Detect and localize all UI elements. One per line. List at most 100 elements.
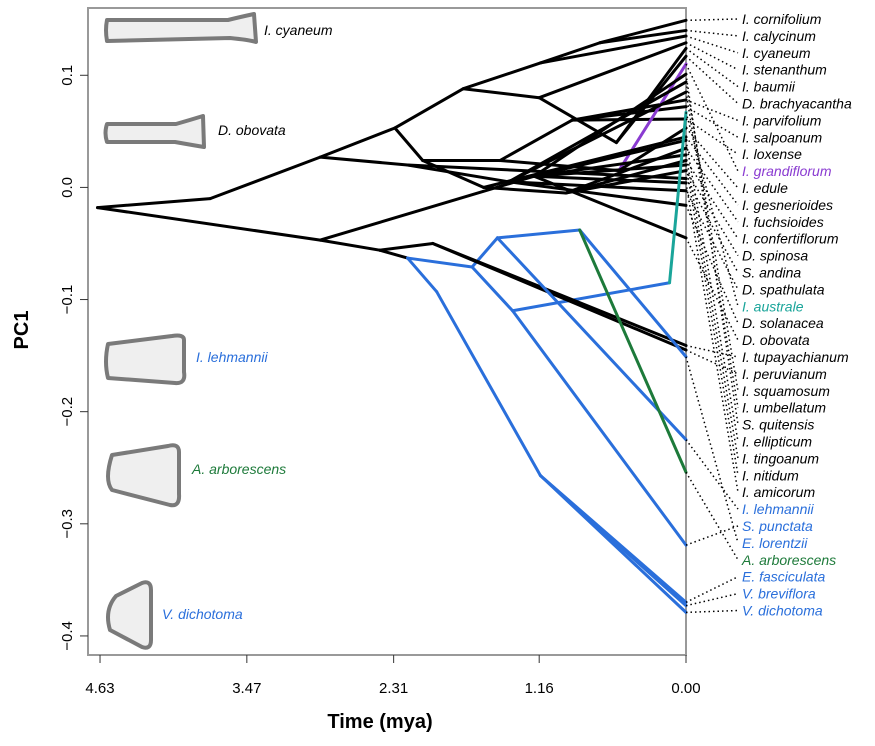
branch	[511, 281, 672, 313]
tip-label: I. gesnerioides	[742, 197, 833, 213]
annotation: I. cyaneum	[264, 22, 333, 38]
x-tick-label: 2.31	[379, 680, 408, 697]
tip-connector	[685, 35, 739, 54]
tip-label: I. lehmannii	[742, 501, 814, 517]
branch	[378, 248, 410, 260]
tip-label: I. amicorum	[742, 484, 815, 500]
shape-icon	[104, 333, 187, 386]
branch	[537, 41, 688, 100]
branch	[495, 236, 688, 442]
annotation: A. arborescens	[191, 461, 286, 477]
branch	[393, 87, 465, 130]
branch	[318, 126, 397, 159]
branch	[431, 241, 688, 352]
tip-connector	[685, 576, 739, 603]
tip-label: I. cyaneum	[742, 45, 811, 61]
branch	[668, 110, 688, 285]
branch	[378, 241, 435, 252]
branch	[507, 180, 688, 193]
tip-label: I. tingoanum	[742, 450, 819, 466]
annotation: D. obovata	[218, 122, 286, 138]
x-tick-label: 4.63	[85, 680, 114, 697]
y-tick-label: 0.1	[59, 65, 76, 86]
tip-label: D. spinosa	[742, 248, 808, 264]
branch	[318, 174, 536, 242]
tip-connector	[685, 170, 739, 256]
shape-icon	[106, 580, 153, 650]
tip-label: I. calycinum	[742, 28, 816, 44]
tip-label: A. arborescens	[741, 552, 836, 568]
y-axis-title: PC1	[11, 311, 33, 350]
branch	[532, 138, 688, 178]
branch	[393, 126, 425, 162]
x-tick-label: 1.16	[525, 680, 554, 697]
branch	[461, 61, 542, 91]
tip-label: D. obovata	[742, 332, 810, 348]
tip-label: S. punctata	[742, 518, 813, 534]
tip-connector	[685, 190, 739, 290]
tip-label: I. baumii	[742, 79, 796, 95]
branch	[532, 163, 688, 178]
tip-label: E. lorentzii	[742, 535, 808, 551]
branch	[470, 265, 515, 313]
tip-label: I. stenanthum	[742, 62, 827, 78]
branch	[511, 309, 688, 547]
tip-label: I. edule	[742, 180, 788, 196]
tip-connector	[685, 471, 739, 561]
tip-connector	[685, 118, 739, 155]
tip-connector	[685, 182, 739, 493]
branch	[598, 18, 688, 45]
tip-label: D. solanacea	[742, 315, 824, 331]
shape-icon	[103, 114, 206, 149]
tip-connector	[685, 47, 739, 88]
tip-label: I. cornifolium	[742, 11, 822, 27]
branch	[614, 54, 688, 145]
tip-connector	[685, 439, 739, 510]
tip-connector	[685, 205, 739, 324]
shape-icon	[106, 443, 182, 508]
tip-label: I. umbellatum	[742, 400, 826, 416]
branch	[507, 180, 688, 207]
y-tick-label: 0.0	[59, 177, 76, 198]
tip-connector	[685, 140, 739, 442]
tip-connector	[685, 29, 739, 37]
tip-connector	[685, 91, 739, 408]
branch	[578, 228, 688, 359]
branch	[598, 28, 688, 45]
tip-connector	[685, 106, 739, 138]
branch	[498, 118, 574, 162]
tip-label: I. peruvianum	[742, 366, 827, 382]
y-tick-label: −0.3	[59, 509, 76, 539]
tip-label: I. nitidum	[742, 467, 799, 483]
tip-label: I. confertiflorum	[742, 231, 839, 247]
branch	[578, 228, 688, 474]
shape-icon	[104, 12, 258, 44]
x-tick-label: 3.47	[232, 680, 261, 697]
x-axis-title: Time (mya)	[327, 711, 432, 733]
tip-label: I. salpoanum	[742, 129, 822, 145]
y-tick-label: −0.4	[59, 621, 76, 651]
branch	[95, 206, 322, 242]
annotation: V. dichotoma	[162, 606, 243, 622]
branch	[318, 238, 382, 252]
tip-label: I. ellipticum	[742, 434, 812, 450]
tip-connector	[685, 136, 739, 206]
tip-connector	[685, 112, 739, 307]
branch	[208, 155, 322, 201]
branch	[318, 155, 410, 167]
branch	[538, 474, 688, 614]
tip-connector	[685, 344, 739, 358]
tip-label: I. tupayachianum	[742, 349, 849, 365]
branch	[507, 90, 688, 184]
branch	[538, 34, 688, 65]
tip-connector	[685, 164, 739, 476]
tip-connector	[685, 42, 739, 71]
annotation: I. lehmannii	[196, 349, 268, 365]
y-tick-label: −0.1	[59, 285, 76, 315]
tip-connector	[685, 55, 739, 105]
tip-label: D. spathulata	[742, 281, 825, 297]
tip-connector	[685, 178, 739, 273]
tip-connector	[685, 18, 739, 22]
branch	[495, 228, 582, 240]
